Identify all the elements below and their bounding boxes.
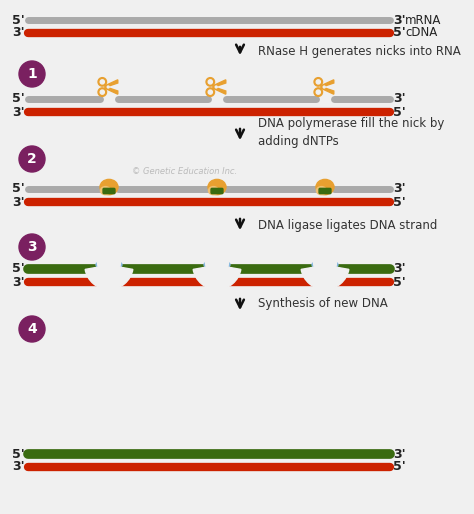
Polygon shape (213, 80, 226, 87)
Circle shape (208, 80, 212, 84)
Text: 3': 3' (393, 13, 406, 27)
Wedge shape (196, 263, 237, 285)
Circle shape (100, 90, 104, 94)
Ellipse shape (100, 179, 118, 195)
Text: 3': 3' (12, 276, 25, 288)
Text: 5': 5' (393, 276, 406, 288)
Text: 5': 5' (12, 182, 25, 195)
FancyBboxPatch shape (103, 188, 115, 194)
Circle shape (19, 316, 45, 342)
Ellipse shape (317, 187, 327, 195)
Wedge shape (304, 263, 346, 285)
Circle shape (316, 90, 320, 94)
Text: 5': 5' (393, 195, 406, 209)
Polygon shape (213, 87, 226, 94)
Circle shape (215, 86, 217, 88)
Polygon shape (105, 87, 118, 94)
Text: 3': 3' (12, 461, 25, 473)
Text: 5': 5' (393, 461, 406, 473)
Text: 3': 3' (12, 27, 25, 40)
Text: 5': 5' (12, 448, 25, 461)
Wedge shape (88, 263, 130, 285)
Wedge shape (193, 265, 241, 289)
Ellipse shape (204, 262, 210, 267)
Text: 5': 5' (393, 27, 406, 40)
Text: RNase H generates nicks into RNA: RNase H generates nicks into RNA (258, 45, 461, 58)
Polygon shape (105, 80, 118, 87)
Text: 3': 3' (393, 182, 406, 195)
Polygon shape (321, 80, 334, 87)
Text: 5': 5' (12, 263, 25, 276)
Text: 5': 5' (12, 93, 25, 105)
Wedge shape (85, 265, 133, 289)
Text: 3': 3' (393, 263, 406, 276)
Ellipse shape (316, 179, 334, 195)
Ellipse shape (208, 179, 226, 195)
Circle shape (19, 146, 45, 172)
FancyBboxPatch shape (319, 188, 331, 194)
Ellipse shape (224, 262, 230, 267)
Circle shape (316, 80, 320, 84)
Wedge shape (314, 251, 337, 274)
Text: 3': 3' (12, 195, 25, 209)
Text: 2: 2 (27, 152, 37, 166)
Circle shape (208, 90, 212, 94)
Text: 4: 4 (27, 322, 37, 336)
Text: 5': 5' (393, 105, 406, 119)
Circle shape (100, 80, 104, 84)
Text: 3': 3' (393, 93, 406, 105)
Ellipse shape (96, 262, 102, 267)
Circle shape (19, 234, 45, 260)
Ellipse shape (116, 262, 122, 267)
Wedge shape (301, 265, 349, 289)
Text: mRNA: mRNA (405, 13, 441, 27)
Text: Synthesis of new DNA: Synthesis of new DNA (258, 298, 388, 310)
Polygon shape (321, 87, 334, 94)
Circle shape (323, 86, 325, 88)
Ellipse shape (209, 187, 219, 195)
FancyBboxPatch shape (211, 188, 223, 194)
Text: DNA ligase ligates DNA strand: DNA ligase ligates DNA strand (258, 218, 438, 231)
Circle shape (19, 61, 45, 87)
Wedge shape (206, 251, 228, 274)
Ellipse shape (100, 187, 110, 195)
Ellipse shape (332, 262, 338, 267)
Ellipse shape (312, 262, 318, 267)
Text: 3: 3 (27, 240, 37, 254)
Text: 3': 3' (393, 448, 406, 461)
Text: 3': 3' (12, 105, 25, 119)
Text: 1: 1 (27, 67, 37, 81)
Wedge shape (98, 251, 120, 274)
Text: cDNA: cDNA (405, 27, 437, 40)
Text: 5': 5' (12, 13, 25, 27)
Circle shape (107, 86, 109, 88)
Text: © Genetic Education Inc.: © Genetic Education Inc. (132, 168, 237, 176)
Text: DNA polymerase fill the nick by
adding dNTPs: DNA polymerase fill the nick by adding d… (258, 118, 444, 149)
